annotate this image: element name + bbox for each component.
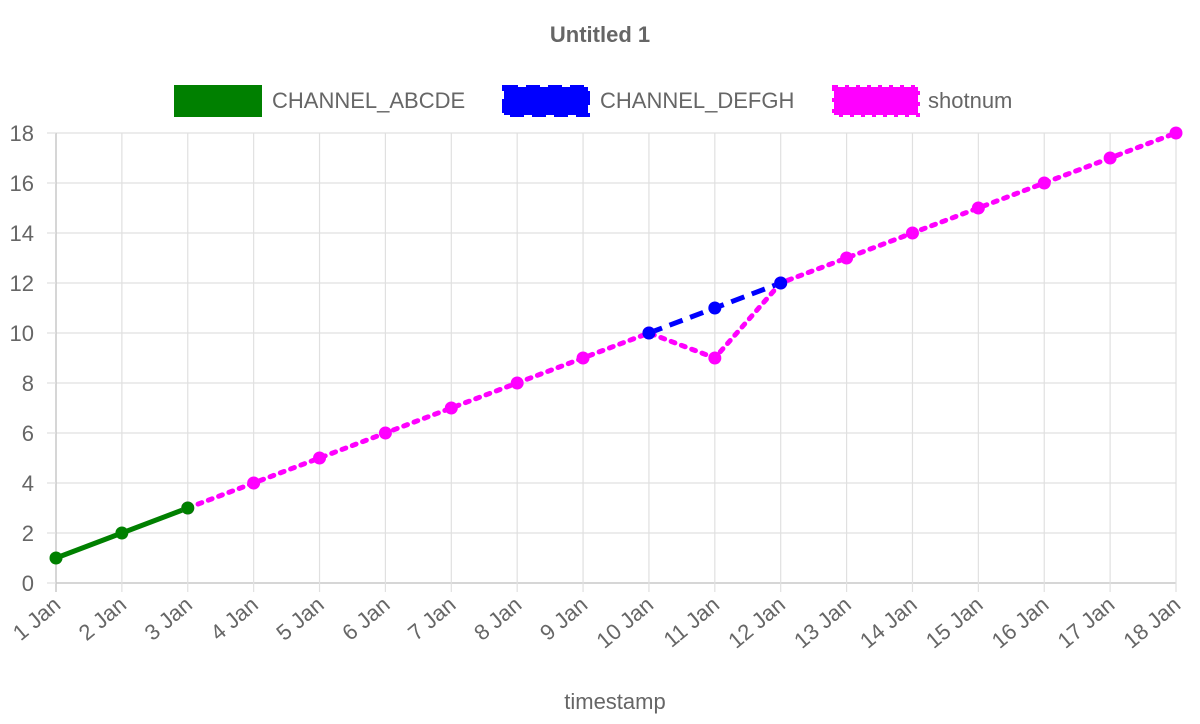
y-tick-label: 2 [22, 521, 34, 546]
data-point[interactable] [1103, 151, 1117, 165]
y-tick-label: 6 [22, 421, 34, 446]
series-points [49, 126, 1183, 565]
legend-swatch [174, 85, 262, 117]
x-tick-label: 17 Jan [1053, 592, 1120, 654]
data-point[interactable] [774, 276, 788, 290]
legend: CHANNEL_ABCDE CHANNEL_DEFGH shotnum [174, 85, 1012, 117]
data-point[interactable] [247, 476, 261, 490]
legend-label: CHANNEL_DEFGH [600, 88, 794, 113]
x-tick-label: 8 Jan [469, 592, 526, 646]
chart-title: Untitled 1 [550, 22, 650, 47]
data-point[interactable] [642, 326, 656, 340]
grid [55, 132, 1177, 592]
legend-item[interactable]: shotnum [832, 85, 1012, 117]
data-point[interactable] [510, 376, 524, 390]
x-tick-label: 1 Jan [8, 592, 65, 646]
data-point[interactable] [181, 501, 195, 515]
y-tick-label: 4 [22, 471, 34, 496]
data-point[interactable] [708, 351, 722, 365]
x-tick-label: 3 Jan [140, 592, 197, 646]
x-tick-label: 16 Jan [987, 592, 1054, 654]
x-tick-label: 6 Jan [337, 592, 394, 646]
data-point[interactable] [1169, 126, 1183, 140]
data-point[interactable] [708, 301, 722, 315]
data-point[interactable] [378, 426, 392, 440]
x-tick-label: 5 Jan [271, 592, 328, 646]
legend-item[interactable]: CHANNEL_ABCDE [174, 85, 465, 117]
x-tick-label: 15 Jan [921, 592, 988, 654]
legend-swatch [502, 85, 590, 117]
series-lines [55, 130, 1179, 561]
x-tick-label: 18 Jan [1119, 592, 1186, 654]
x-tick-label: 7 Jan [403, 592, 460, 646]
data-point[interactable] [49, 551, 63, 565]
data-point[interactable] [971, 201, 985, 215]
x-tick-label: 11 Jan [659, 592, 724, 653]
x-axis-title: timestamp [564, 689, 665, 714]
x-tick-label: 12 Jan [723, 592, 790, 654]
y-axis: 0 2 4 6 8 10 12 14 16 18 [10, 121, 56, 596]
x-tick-label: 2 Jan [74, 592, 131, 646]
x-tick-label: 9 Jan [535, 592, 592, 646]
data-point[interactable] [840, 251, 854, 265]
data-point[interactable] [1037, 176, 1051, 190]
series-line-shotnum [185, 130, 1179, 511]
y-tick-label: 8 [22, 371, 34, 396]
data-point[interactable] [115, 526, 129, 540]
legend-item[interactable]: CHANNEL_DEFGH [502, 85, 794, 117]
legend-label: CHANNEL_ABCDE [272, 88, 465, 113]
y-tick-label: 12 [10, 271, 34, 296]
x-tick-label: 13 Jan [789, 592, 856, 654]
y-tick-label: 16 [10, 171, 34, 196]
data-point[interactable] [444, 401, 458, 415]
y-tick-label: 14 [10, 221, 34, 246]
y-tick-label: 10 [10, 321, 34, 346]
x-tick-label: 10 Jan [591, 592, 658, 654]
y-tick-label: 18 [10, 121, 34, 146]
x-tick-label: 14 Jan [855, 592, 922, 654]
data-point[interactable] [313, 451, 327, 465]
x-axis: 1 Jan 2 Jan 3 Jan 4 Jan 5 Jan 6 Jan 7 Jan 8 Jan… [8, 592, 1185, 654]
x-tick-label: 4 Jan [206, 592, 263, 646]
data-point[interactable] [905, 226, 919, 240]
data-point[interactable] [576, 351, 590, 365]
legend-swatch [832, 85, 920, 117]
legend-label: shotnum [928, 88, 1012, 113]
y-tick-label: 0 [22, 571, 34, 596]
